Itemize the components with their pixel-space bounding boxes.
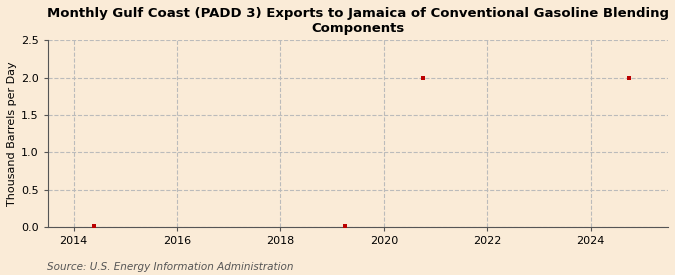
Y-axis label: Thousand Barrels per Day: Thousand Barrels per Day [7, 61, 17, 206]
Text: Source: U.S. Energy Information Administration: Source: U.S. Energy Information Administ… [47, 262, 294, 272]
Title: Monthly Gulf Coast (PADD 3) Exports to Jamaica of Conventional Gasoline Blending: Monthly Gulf Coast (PADD 3) Exports to J… [47, 7, 669, 35]
Point [624, 75, 634, 80]
Point [417, 75, 428, 80]
Point [89, 224, 100, 229]
Point [340, 224, 350, 229]
